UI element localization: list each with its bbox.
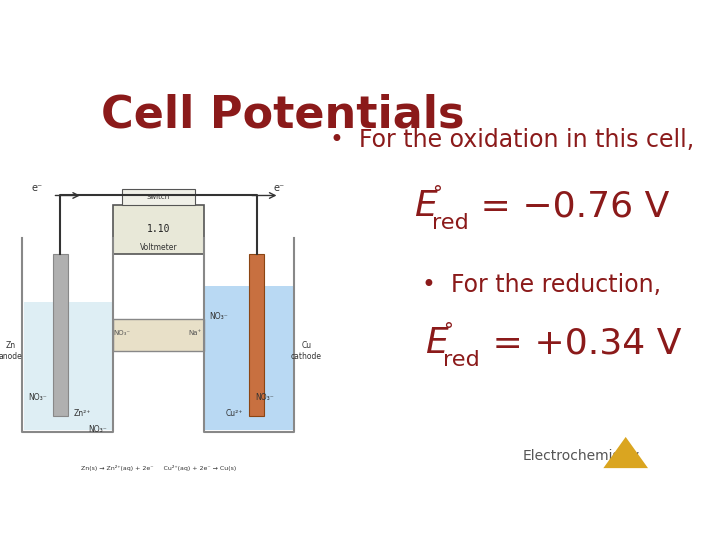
Polygon shape (205, 286, 293, 430)
Text: NO₃⁻: NO₃⁻ (89, 425, 107, 434)
Text: Na⁺: Na⁺ (188, 330, 202, 336)
Text: Cu²⁺: Cu²⁺ (225, 409, 243, 418)
Text: e⁻: e⁻ (32, 183, 43, 193)
Text: •  For the oxidation in this cell,: • For the oxidation in this cell, (330, 127, 694, 152)
Text: °: ° (432, 184, 442, 203)
Text: °: ° (444, 321, 453, 340)
Polygon shape (24, 302, 112, 430)
Text: Zn²⁺: Zn²⁺ (74, 409, 91, 418)
Text: NO₃⁻: NO₃⁻ (210, 312, 228, 321)
Polygon shape (53, 254, 68, 416)
Text: Electrochemistry: Electrochemistry (523, 449, 639, 463)
Text: Zn(s) → Zn²⁺(aq) + 2e⁻     Cu²⁺(aq) + 2e⁻ → Cu(s): Zn(s) → Zn²⁺(aq) + 2e⁻ Cu²⁺(aq) + 2e⁻ → … (81, 464, 236, 471)
Text: Cu
cathode: Cu cathode (291, 341, 322, 361)
Text: = +0.34 V: = +0.34 V (481, 326, 681, 360)
Polygon shape (113, 205, 204, 254)
Text: red: red (432, 213, 469, 233)
Text: e⁻: e⁻ (274, 183, 285, 193)
Text: = −0.76 V: = −0.76 V (469, 189, 670, 223)
Text: Switch: Switch (147, 194, 170, 200)
Polygon shape (249, 254, 264, 416)
Text: 1.10: 1.10 (147, 225, 170, 234)
Text: •  For the reduction,: • For the reduction, (422, 273, 661, 297)
Polygon shape (122, 189, 194, 205)
Text: $E$: $E$ (425, 326, 449, 360)
Polygon shape (603, 437, 648, 468)
Text: NO₃⁻: NO₃⁻ (28, 393, 47, 402)
Text: red: red (444, 350, 480, 370)
Text: Cell Potentials: Cell Potentials (101, 94, 464, 137)
Polygon shape (113, 319, 204, 351)
Text: NO₃⁻: NO₃⁻ (114, 330, 130, 336)
Text: Zn
anode: Zn anode (0, 341, 22, 361)
Text: NO₃⁻: NO₃⁻ (255, 393, 274, 402)
Text: Voltmeter: Voltmeter (140, 243, 177, 252)
Text: $E$: $E$ (413, 189, 438, 223)
